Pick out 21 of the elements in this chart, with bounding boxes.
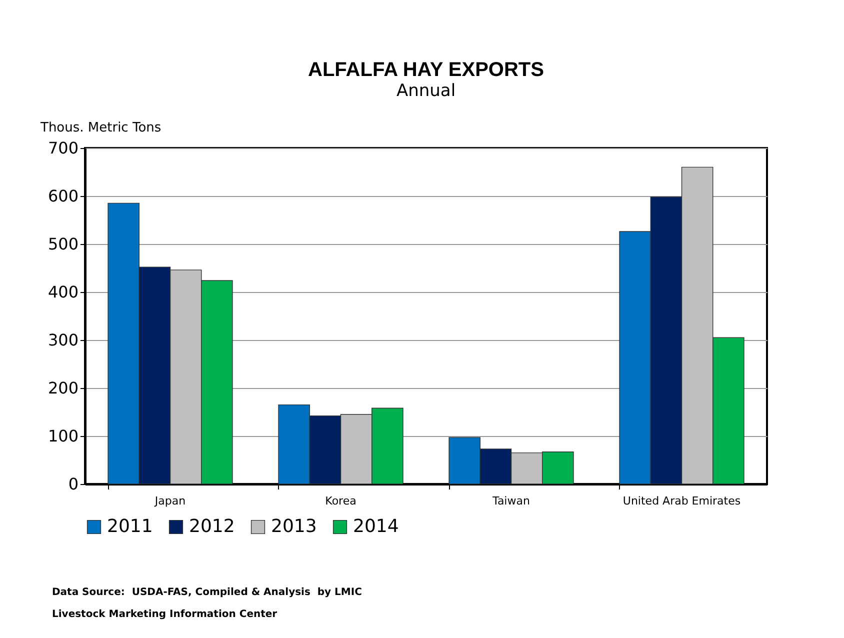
x-tick-label: United Arab Emirates xyxy=(622,494,741,508)
y-tick-label: 600 xyxy=(48,186,78,206)
source-note: Data Source: USDA-FAS, Compiled & Analysis by LMIC xyxy=(52,587,362,598)
x-tick-label: Taiwan xyxy=(492,494,530,508)
legend-label: 2014 xyxy=(353,516,399,537)
legend-label: 2011 xyxy=(107,516,153,537)
x-tick-label: Japan xyxy=(154,494,186,508)
x-tick-label: Korea xyxy=(325,494,356,508)
y-axis-title: Thous. Metric Tons xyxy=(40,120,162,136)
y-tick-label: 100 xyxy=(48,426,78,446)
text: Livestock Marketing Information Center xyxy=(52,609,278,620)
y-tick-label: 200 xyxy=(48,378,78,398)
y-tick-label: 500 xyxy=(48,234,78,254)
legend-label: 2012 xyxy=(189,516,235,537)
chart-subtitle: Annual xyxy=(396,81,456,101)
y-tick-label: 0 xyxy=(68,474,78,494)
legend-label: 2013 xyxy=(271,516,317,537)
y-tick-label: 400 xyxy=(48,282,78,302)
y-tick-label: 700 xyxy=(48,138,78,158)
chart-title: ALFALFA HAY EXPORTS xyxy=(308,59,544,81)
y-tick-label: 300 xyxy=(48,330,78,350)
